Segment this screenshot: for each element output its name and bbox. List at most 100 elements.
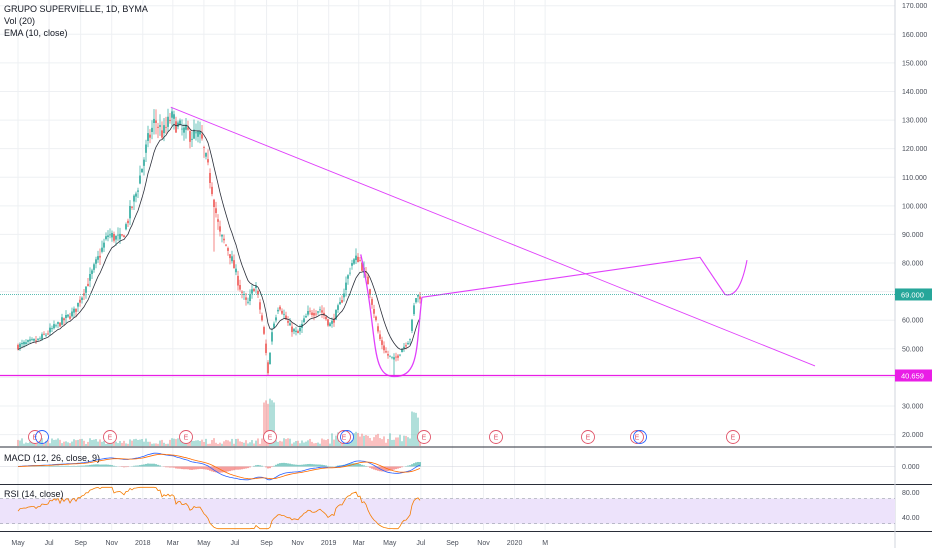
candle-body (311, 312, 313, 316)
volume-indicator-label[interactable]: Vol (20) (4, 16, 36, 26)
candle-body (261, 315, 263, 321)
macd-histogram-bar (417, 461, 419, 467)
candle-body (369, 289, 371, 295)
candle-body (153, 118, 155, 123)
macd-histogram-bar (57, 465, 59, 467)
candle-body (39, 338, 41, 340)
earnings-marker (489, 430, 503, 444)
time-tick-label: Jul (416, 540, 425, 547)
candle-body (393, 357, 395, 360)
candle-body (361, 262, 363, 271)
volume-bar (71, 441, 73, 446)
macd-histogram-bar (181, 466, 183, 470)
candle-body (231, 256, 233, 262)
macd-histogram-bar (89, 464, 91, 467)
candle-body (93, 264, 95, 270)
volume-bar (163, 442, 165, 446)
symbol-title[interactable]: GRUPO SUPERVIELLE, 1D, BYMA (4, 4, 148, 14)
volume-bar (121, 442, 123, 446)
macd-legend[interactable]: MACD (12, 26, close, 9) (4, 453, 101, 463)
volume-bar (75, 440, 77, 446)
macd-histogram-bar (231, 466, 233, 471)
candle-body (87, 283, 89, 287)
candle-body (317, 311, 319, 313)
macd-histogram-bar (217, 466, 219, 473)
macd-histogram-bar (419, 462, 421, 467)
volume-bar (23, 443, 25, 446)
macd-histogram-bar (179, 466, 181, 469)
volume-bar (99, 439, 101, 446)
volume-bar (411, 411, 413, 446)
candle-body (283, 313, 285, 315)
candle-body (367, 276, 369, 285)
candle-body (329, 323, 331, 326)
candle-body (389, 355, 391, 357)
rsi-line (17, 486, 421, 530)
candle-body (397, 355, 399, 358)
volume-bar (91, 440, 93, 446)
ema-indicator-label[interactable]: EMA (10, close) (4, 28, 68, 38)
macd-histogram-bar (337, 465, 339, 467)
volume-bar (301, 440, 303, 446)
macd-histogram-bar (49, 465, 51, 467)
candle-body (289, 323, 291, 326)
candle-body (135, 193, 137, 197)
candle-body (49, 327, 51, 333)
volume-bar (277, 441, 279, 446)
volume-bar (77, 439, 79, 446)
macd-histogram-bar (93, 464, 95, 467)
price-tick-label: 60.000 (902, 318, 924, 325)
macd-histogram-bar (299, 464, 301, 467)
macd-histogram-bar (317, 464, 319, 467)
candle-body (297, 330, 299, 334)
candle-body (259, 302, 261, 310)
candle-body (265, 343, 267, 353)
volume-bar (33, 442, 35, 446)
support-price-badge (895, 369, 932, 382)
candle-body (127, 220, 129, 224)
volume-bar (139, 439, 141, 446)
macd-histogram-bar (409, 465, 411, 467)
candle-body (17, 344, 19, 350)
time-tick-label: May (197, 540, 211, 547)
volume-bar (127, 443, 129, 446)
candle-body (309, 310, 311, 312)
volume-bar (55, 439, 57, 446)
macd-histogram-bar (165, 466, 167, 468)
volume-bar (333, 439, 335, 446)
volume-bar (395, 437, 397, 446)
candle-body (245, 297, 247, 300)
macd-histogram-bar (151, 463, 153, 467)
volume-bar (391, 439, 393, 446)
rsi-legend[interactable]: RSI (14, close) (4, 489, 64, 499)
candle-body (303, 318, 305, 323)
rsi-band (0, 498, 895, 524)
candle-body (59, 322, 61, 327)
macd-histogram-bar (313, 464, 315, 467)
candle-body (291, 326, 293, 333)
volume-bar (371, 440, 373, 446)
volume-bar (353, 433, 355, 446)
volume-bar (317, 442, 319, 446)
macd-histogram-bar (81, 465, 83, 467)
candle-body (255, 285, 257, 288)
macd-histogram-bar (301, 464, 303, 467)
candle-body (123, 235, 125, 238)
macd-histogram-bar (391, 466, 393, 471)
macd-histogram-bar (283, 462, 285, 467)
candle-body (161, 130, 163, 138)
volume-bar (41, 438, 43, 446)
volume-bar (267, 403, 269, 446)
volume-bar (129, 439, 131, 446)
macd-histogram-bar (91, 464, 93, 467)
dividend-marker (340, 430, 354, 444)
volume-bar (369, 437, 371, 446)
volume-bar (309, 438, 311, 446)
candle-body (401, 349, 403, 353)
macd-histogram-bar (253, 465, 255, 467)
macd-histogram-bar (359, 464, 361, 467)
volume-bar (179, 439, 181, 446)
price-tick-label: 160.000 (902, 32, 927, 39)
volume-bar (113, 441, 115, 446)
